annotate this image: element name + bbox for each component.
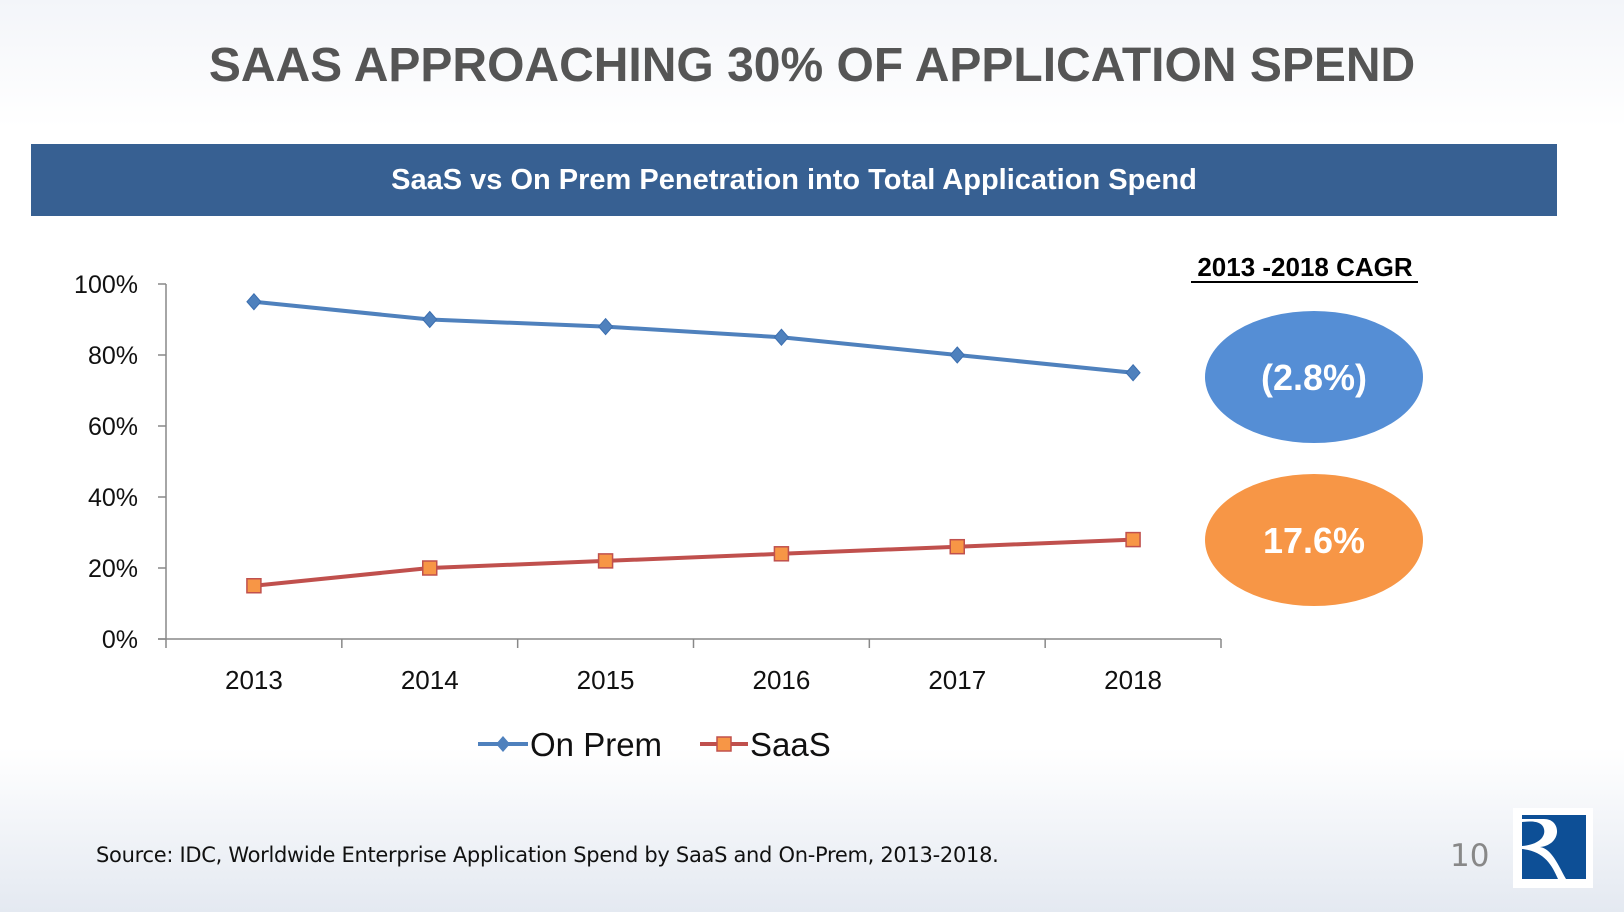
- chart-banner: SaaS vs On Prem Penetration into Total A…: [31, 144, 1557, 216]
- x-tick-label: 2015: [577, 665, 635, 695]
- company-logo: [1513, 808, 1593, 888]
- data-point: [773, 546, 790, 562]
- data-point: [1125, 363, 1141, 382]
- x-tick-label: 2017: [928, 665, 986, 695]
- cagr-on-prem-value: (2.8%): [1261, 357, 1367, 398]
- page-number: 10: [1450, 838, 1490, 874]
- y-tick-label: 20%: [88, 555, 138, 583]
- data-point: [1125, 531, 1141, 548]
- cagr-saas-badge: [1205, 474, 1423, 606]
- data-point: [597, 553, 614, 569]
- x-tick-label: 2018: [1104, 665, 1162, 695]
- data-point: [246, 292, 262, 311]
- legend-label-saas: SaaS: [750, 726, 831, 763]
- data-point: [246, 578, 262, 594]
- data-point: [773, 328, 790, 347]
- x-tick-label: 2014: [401, 665, 459, 695]
- y-tick-label: 60%: [88, 413, 138, 441]
- logo-r-icon: [1522, 819, 1566, 879]
- x-tick-label: 2016: [752, 665, 810, 695]
- cagr-saas-value: 17.6%: [1263, 520, 1365, 561]
- source-note: Source: IDC, Worldwide Enterprise Applic…: [96, 843, 999, 867]
- data-point: [949, 346, 965, 364]
- legend-marker-saas: [716, 736, 732, 752]
- y-tick-label: 100%: [74, 271, 138, 299]
- data-point: [949, 538, 965, 555]
- y-tick-label: 40%: [88, 484, 138, 512]
- data-point: [422, 560, 438, 576]
- cagr-on-prem-badge: [1205, 311, 1423, 443]
- y-tick-label: 0%: [102, 626, 138, 654]
- slide-title: SAAS APPROACHING 30% OF APPLICATION SPEN…: [208, 39, 1416, 92]
- series-line-saas: [253, 537, 1134, 588]
- series-line-on-prem: [253, 299, 1134, 375]
- data-point: [597, 317, 614, 336]
- cagr-heading: 2013 -2018 CAGR: [1197, 252, 1413, 282]
- x-tick-label: 2013: [225, 665, 283, 695]
- legend-marker-on-prem: [496, 736, 510, 752]
- data-point: [422, 310, 438, 329]
- y-tick-label: 80%: [88, 342, 138, 370]
- legend-label-on-prem: On Prem: [530, 726, 662, 763]
